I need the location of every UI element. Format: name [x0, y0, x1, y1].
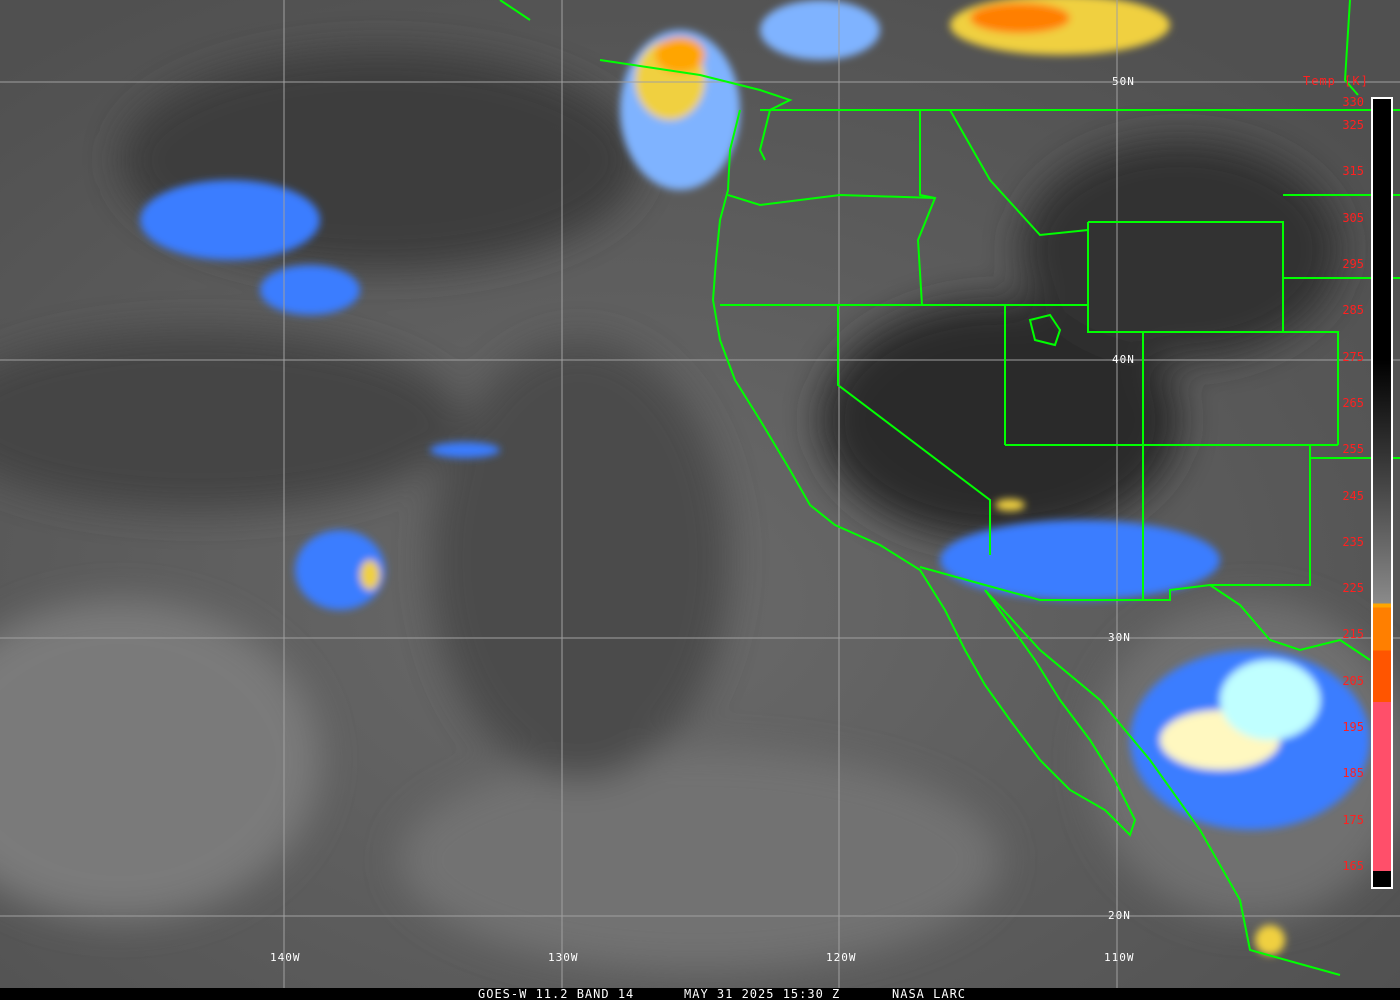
colorbar-tick: 175 — [1342, 812, 1364, 827]
caption-datetime: MAY 31 2025 15:30 Z — [684, 987, 841, 1000]
lat-label: 50N — [1112, 75, 1135, 88]
colorbar-tick: 185 — [1342, 766, 1364, 781]
colorbar-tick: 225 — [1342, 581, 1364, 596]
colorbar-tick: 245 — [1342, 488, 1364, 503]
lon-label: 140W — [270, 951, 301, 964]
lon-label: 130W — [548, 951, 579, 964]
colorbar-title: Temp [K] — [1303, 74, 1369, 88]
colorbar-tick: 265 — [1342, 395, 1364, 410]
caption-source: NASA LARC — [892, 987, 967, 1000]
colorbar — [1371, 97, 1393, 889]
lat-label: 30N — [1108, 631, 1131, 644]
colorbar-tick: 205 — [1342, 673, 1364, 688]
lat-label: 20N — [1108, 909, 1131, 922]
colorbar-tick: 315 — [1342, 164, 1364, 179]
colorbar-tick: 285 — [1342, 303, 1364, 318]
colorbar-tick: 275 — [1342, 349, 1364, 364]
lat-label: 40N — [1112, 353, 1135, 366]
colorbar-tick: 325 — [1342, 118, 1364, 133]
colorbar-tick: 235 — [1342, 534, 1364, 549]
colorbar-tick: 195 — [1342, 720, 1364, 735]
lon-label: 120W — [826, 951, 857, 964]
cold-cloud-tops — [140, 0, 1370, 955]
colorbar-tick: 295 — [1342, 257, 1364, 272]
colorbar-tick: 215 — [1342, 627, 1364, 642]
lon-label: 110W — [1104, 951, 1135, 964]
colorbar-tick: 305 — [1342, 210, 1364, 225]
colorbar-tick: 255 — [1342, 442, 1364, 457]
cloud-texture — [0, 50, 1400, 970]
caption-satellite: GOES-W 11.2 BAND 14 — [478, 987, 635, 1000]
image-caption: GOES-W 11.2 BAND 14 MAY 31 2025 15:30 Z … — [0, 988, 1400, 1000]
colorbar-tick: 330 — [1342, 95, 1364, 109]
political-boundaries — [499, 0, 1400, 976]
colorbar-tick: 165 — [1342, 858, 1364, 873]
